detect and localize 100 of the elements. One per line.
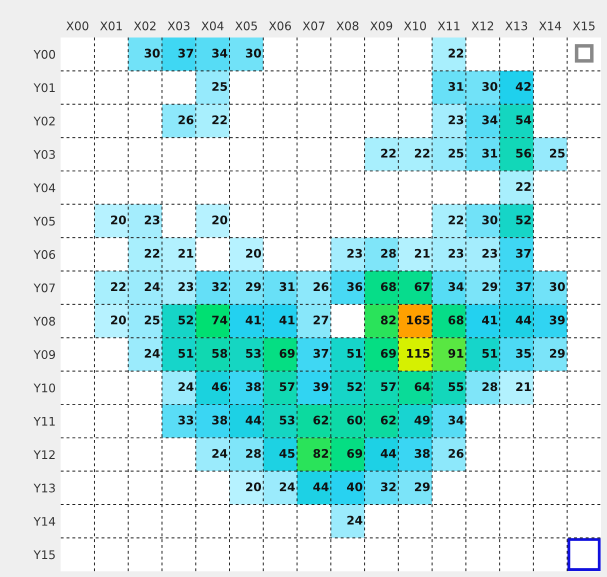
y-tick-label: Y09 [34, 350, 56, 360]
data-label: 22 [111, 282, 126, 291]
y-tick-label: Y12 [34, 450, 55, 459]
data-label: 31 [280, 282, 295, 292]
data-label: 24 [144, 348, 160, 358]
data-label: 24 [347, 516, 362, 524]
data-label: 91 [448, 348, 464, 358]
data-label: 23 [448, 115, 464, 124]
data-label: 30 [482, 215, 498, 224]
data-label: 20 [246, 248, 262, 258]
data-label: 53 [280, 416, 294, 425]
y-tick-label: Y15 [34, 550, 55, 560]
data-label: 29 [246, 282, 261, 292]
data-label: 58 [212, 348, 228, 358]
x-tick-label: X11 [438, 22, 460, 30]
data-label: 22 [516, 182, 531, 191]
x-tick-label: X06 [268, 21, 291, 30]
data-label: 24 [178, 382, 194, 392]
data-label: 52 [347, 382, 362, 392]
data-label: 37 [313, 348, 328, 358]
data-label: 64 [414, 382, 430, 392]
y-tick-label: Y04 [34, 183, 56, 192]
data-label: 30 [144, 48, 160, 58]
x-tick-label: X15 [572, 22, 595, 30]
data-label: 21 [516, 382, 531, 392]
data-label: 34 [448, 416, 464, 425]
data-label: 39 [313, 382, 328, 392]
data-label: 23 [482, 248, 498, 258]
data-label: 23 [347, 248, 362, 258]
data-label: 20 [246, 482, 262, 492]
data-label: 45 [279, 449, 295, 458]
data-label: 24 [144, 282, 160, 291]
data-label: 44 [313, 482, 329, 492]
data-label: 165 [407, 316, 430, 324]
data-label: 37 [516, 282, 531, 292]
data-label: 22 [212, 115, 227, 124]
y-tick-label: Y13 [34, 484, 55, 492]
data-label: 57 [280, 382, 294, 392]
data-label: 29 [414, 482, 430, 492]
data-label: 37 [178, 48, 194, 58]
y-tick-label: Y01 [34, 83, 55, 92]
data-label: 23 [178, 282, 194, 292]
data-label: 42 [516, 82, 531, 91]
data-label: 38 [414, 448, 430, 458]
data-label: 62 [380, 416, 396, 425]
data-label: 82 [313, 448, 328, 458]
data-label: 32 [212, 282, 227, 292]
data-label: 31 [448, 82, 464, 91]
data-label: 82 [380, 316, 396, 324]
y-tick-label: Y14 [34, 517, 56, 526]
x-tick-label: X13 [505, 21, 528, 30]
data-label: 68 [380, 282, 396, 292]
y-tick-label: Y00 [34, 50, 56, 59]
data-label: 25 [448, 148, 464, 158]
data-label: 28 [246, 448, 261, 458]
data-label: 69 [280, 348, 295, 358]
x-tick-label: X01 [100, 21, 122, 30]
data-label: 24 [280, 482, 295, 492]
data-label: 41 [482, 316, 498, 324]
data-label: 25 [144, 316, 160, 324]
data-label: 67 [414, 282, 430, 292]
data-label: 28 [482, 382, 498, 392]
data-label: 32 [381, 482, 396, 492]
data-label: 27 [314, 316, 328, 324]
x-tick-label: X03 [168, 21, 190, 30]
y-tick-label: Y03 [34, 150, 55, 159]
data-label: 44 [380, 449, 396, 458]
x-tick-label: X12 [472, 21, 494, 30]
data-label: 30 [550, 282, 565, 292]
data-label: 52 [178, 316, 194, 324]
data-label: 56 [516, 148, 532, 158]
data-label: 24 [212, 448, 228, 458]
data-label: 69 [380, 348, 396, 358]
data-label: 37 [516, 248, 531, 258]
x-tick-label: X09 [370, 21, 392, 30]
data-label: 22 [448, 48, 464, 58]
data-label: 44 [246, 416, 262, 424]
y-tick-label: Y10 [34, 383, 56, 392]
data-label: 55 [448, 382, 464, 392]
data-label: 30 [482, 82, 498, 91]
data-label: 115 [407, 349, 430, 358]
y-tick-label: Y11 [34, 417, 55, 426]
data-label: 22 [414, 148, 430, 158]
data-label: 46 [212, 382, 228, 392]
data-label: 34 [448, 282, 464, 292]
y-tick-label: Y05 [34, 216, 55, 226]
data-label: 33 [178, 416, 194, 425]
data-label: 30 [246, 48, 262, 58]
data-label: 54 [516, 116, 532, 124]
data-label: 41 [246, 316, 261, 324]
data-label: 41 [279, 316, 295, 324]
data-label: 36 [347, 282, 362, 292]
data-label: 23 [144, 215, 160, 224]
data-label: 26 [448, 448, 464, 458]
data-label: 57 [381, 382, 396, 392]
data-label: 22 [144, 248, 160, 258]
x-tick-label: X05 [235, 21, 257, 30]
x-tick-label: X00 [66, 21, 88, 30]
data-label: 20 [212, 215, 228, 224]
data-label: 51 [482, 349, 498, 358]
